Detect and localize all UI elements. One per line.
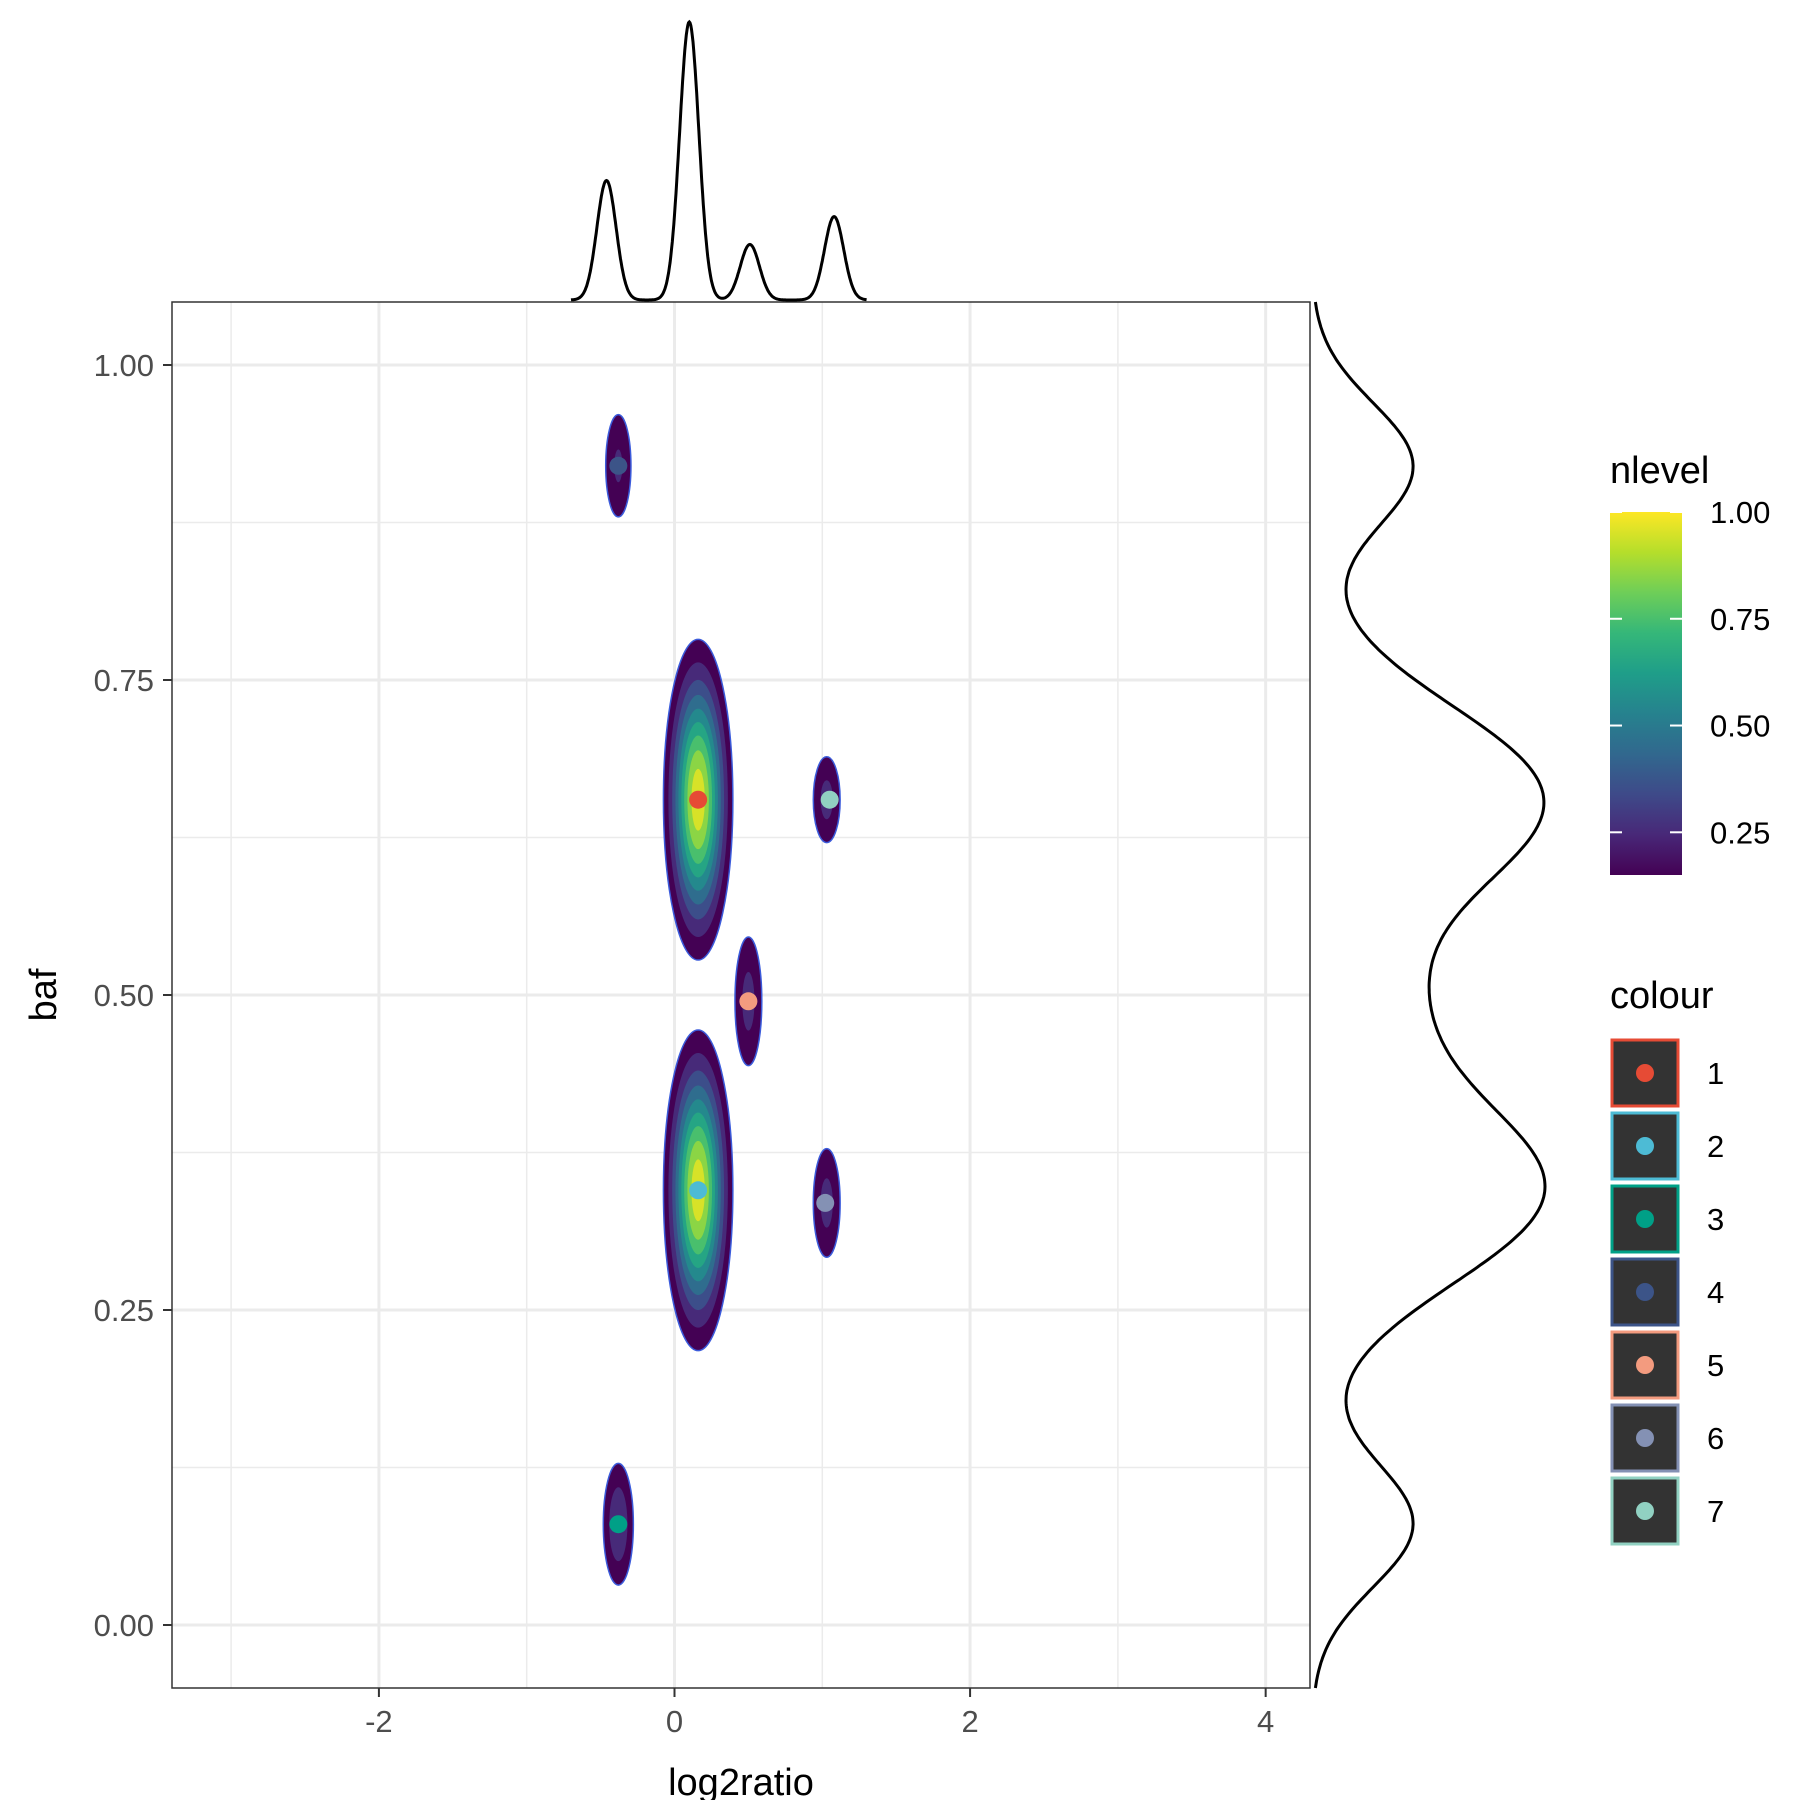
- legend-nlevel: nlevel 0.25 0.50 0.75 1.00: [1610, 450, 1770, 875]
- legend-colour-item-2: 2: [1610, 1111, 1724, 1181]
- points-layer: [609, 456, 839, 1534]
- legend-key-label: 6: [1707, 1421, 1724, 1456]
- x-marginal-density-curve: [570, 19, 867, 302]
- legend-colour-item-7: 7: [1610, 1476, 1724, 1546]
- cluster-point-7: [820, 790, 839, 809]
- grid-layer: [172, 302, 1310, 1688]
- y-tick-label: 0.00: [94, 1608, 154, 1643]
- legend-key-label: 3: [1707, 1202, 1724, 1237]
- legend-key-label: 7: [1707, 1494, 1724, 1529]
- legend-key-point: [1636, 1429, 1654, 1447]
- y-tick-label: 0.25: [94, 1293, 154, 1328]
- colorbar-tick-label: 0.75: [1710, 602, 1770, 637]
- x-tick-label: 2: [961, 1704, 978, 1739]
- legend-key-point: [1636, 1137, 1654, 1155]
- legend-colour-item-5: 5: [1610, 1330, 1724, 1400]
- legend-colour-item-6: 6: [1610, 1403, 1724, 1473]
- x-axis: -2 0 2 4: [365, 1688, 1274, 1739]
- cluster-point-6: [816, 1193, 835, 1212]
- legend-key-label: 2: [1707, 1129, 1724, 1164]
- cluster-point-3: [609, 1515, 628, 1534]
- y-tick-label: 1.00: [94, 348, 154, 383]
- x-tick-label: 0: [666, 1704, 683, 1739]
- legend-colour: colour 1 2 3 4 5 6 7: [1610, 975, 1724, 1546]
- legend-key-label: 1: [1707, 1056, 1724, 1091]
- legend-key-label: 4: [1707, 1275, 1724, 1310]
- legend-key-point: [1636, 1210, 1654, 1228]
- x-tick-label: -2: [365, 1704, 393, 1739]
- colorbar-tick-label: 1.00: [1710, 495, 1770, 530]
- legend-colour-title: colour: [1610, 975, 1714, 1017]
- legend-key-box: [1610, 1330, 1680, 1400]
- legend-colour-item-4: 4: [1610, 1257, 1724, 1327]
- legend-colour-items: 1 2 3 4 5 6 7: [1610, 1038, 1724, 1546]
- legend-key-point: [1636, 1283, 1654, 1301]
- legend-key-label: 5: [1707, 1348, 1724, 1383]
- colorbar-tick-label: 0.25: [1710, 815, 1770, 850]
- legend-key-point: [1636, 1502, 1654, 1520]
- cluster-point-1: [689, 790, 708, 809]
- cluster-point-4: [609, 456, 628, 475]
- legend-nlevel-colorbar: [1610, 512, 1682, 875]
- y-tick-label: 0.50: [94, 978, 154, 1013]
- cluster-point-2: [689, 1181, 708, 1200]
- legend-key-point: [1636, 1356, 1654, 1374]
- y-axis: 0.00 0.25 0.50 0.75 1.00: [94, 348, 172, 1643]
- y-tick-label: 0.75: [94, 663, 154, 698]
- y-axis-label: baf: [23, 968, 65, 1021]
- legend-nlevel-title: nlevel: [1610, 450, 1709, 492]
- legend-key-box: [1610, 1403, 1680, 1473]
- x-axis-label: log2ratio: [668, 1762, 814, 1800]
- colorbar-tick-label: 0.50: [1710, 709, 1770, 744]
- legend-colour-item-1: 1: [1610, 1038, 1724, 1108]
- legend-key-point: [1636, 1064, 1654, 1082]
- legend-colour-item-3: 3: [1610, 1184, 1724, 1254]
- legend-nlevel-ticks: 0.25 0.50 0.75 1.00: [1610, 495, 1770, 850]
- cluster-point-5: [739, 992, 758, 1011]
- x-tick-label: 4: [1257, 1704, 1274, 1739]
- y-marginal-density-curve: [1313, 301, 1547, 1689]
